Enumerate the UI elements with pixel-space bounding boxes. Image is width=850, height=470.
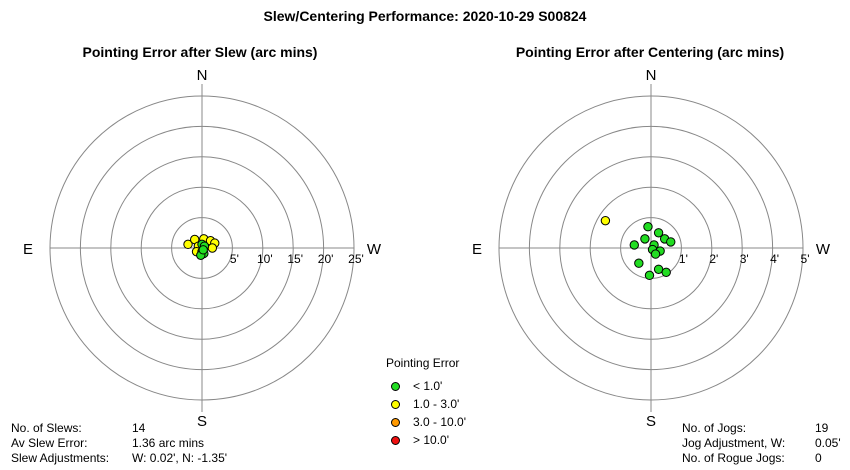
centering-chart-title: Pointing Error after Centering (arc mins… <box>515 44 785 60</box>
centering-ring-label-5: 5' <box>801 252 810 266</box>
centering-direction-w: W <box>816 241 831 258</box>
av-slew-error-value: 1.36 arc mins <box>132 436 205 450</box>
slew-ring-label-5: 25' <box>348 252 364 266</box>
slew-ring-label-4: 20' <box>318 252 334 266</box>
legend-label-orange: 3.0 - 10.0' <box>413 415 466 429</box>
centering-ring-label-2: 2' <box>709 252 718 266</box>
centering-point-2 <box>643 222 653 232</box>
jog-adjustment-row: Jog Adjustment, W: 0.05' <box>682 436 841 451</box>
centering-point-11 <box>650 249 661 259</box>
av-slew-error-label: Av Slew Error: <box>11 436 88 450</box>
jog-adjustment-label: Jog Adjustment, W: <box>682 436 786 450</box>
centering-direction-e: E <box>472 241 482 258</box>
slew-ring-label-1: 5' <box>230 252 239 266</box>
legend-label-yellow: 1.0 - 3.0' <box>413 397 460 411</box>
slew-point-6 <box>207 243 218 253</box>
slew-direction-n: N <box>197 67 208 84</box>
centering-point-14 <box>661 267 671 278</box>
legend-item-yellow: 1.0 - 3.0' <box>391 395 466 413</box>
slews-count-value: 14 <box>132 421 146 435</box>
centering-ring-label-3: 3' <box>740 252 749 266</box>
slew-chart-title: Pointing Error after Slew (arc mins) <box>82 44 318 60</box>
centering-point-3 <box>640 234 650 244</box>
legend-item-orange: 3.0 - 10.0' <box>391 413 466 431</box>
centering-point-4 <box>629 240 639 250</box>
slew-direction-e: E <box>23 241 33 258</box>
slew-adjustments-label: Slew Adjustments: <box>11 451 110 465</box>
slew-adjustments-row: Slew Adjustments: W: 0.02', N: -1.35' <box>11 451 227 466</box>
jog-stats: No. of Jogs: 19 Jog Adjustment, W: 0.05'… <box>682 421 841 466</box>
legend-dot-yellow <box>391 399 400 409</box>
jogs-count-value: 19 <box>815 421 829 435</box>
centering-point-7 <box>666 237 676 247</box>
slew-stats: No. of Slews: 14 Av Slew Error: 1.36 arc… <box>11 421 227 466</box>
slew-point-14 <box>198 245 208 255</box>
centering-point-5 <box>653 228 664 238</box>
legend-dot-green <box>391 381 400 391</box>
centering-ring-label-4: 4' <box>770 252 779 266</box>
slew-direction-w: W <box>367 241 382 258</box>
legend-item-red: > 10.0' <box>391 431 466 449</box>
jogs-count-row: No. of Jogs: 19 <box>682 421 841 436</box>
legend-dot-orange <box>391 417 400 427</box>
centering-point-1 <box>600 215 611 226</box>
legend-label-red: > 10.0' <box>413 433 449 447</box>
av-slew-error-row: Av Slew Error: 1.36 arc mins <box>11 436 227 451</box>
jogs-count-label: No. of Jogs: <box>682 421 747 435</box>
jog-adjustment-value: 0.05' <box>815 436 841 450</box>
legend-title: Pointing Error <box>386 356 460 370</box>
centering-point-12 <box>634 258 644 268</box>
centering-direction-s: S <box>646 413 656 430</box>
slew-direction-s: S <box>197 413 207 430</box>
slew-point-1 <box>183 239 193 250</box>
rogue-jogs-row: No. of Rogue Jogs: 0 <box>682 451 841 466</box>
legend-label-green: < 1.0' <box>413 379 443 393</box>
rogue-jogs-value: 0 <box>815 451 822 465</box>
slew-ring-label-3: 15' <box>287 252 303 266</box>
rogue-jogs-label: No. of Rogue Jogs: <box>682 451 785 465</box>
slews-count-row: No. of Slews: 14 <box>11 421 227 436</box>
slew-ring-label-2: 10' <box>257 252 273 266</box>
slew-adjustments-value: W: 0.02', N: -1.35' <box>132 451 228 465</box>
slews-count-label: No. of Slews: <box>11 421 82 435</box>
centering-direction-n: N <box>646 67 657 84</box>
legend-item-green: < 1.0' <box>391 377 466 395</box>
legend-dot-red <box>391 435 400 445</box>
page-title: Slew/Centering Performance: 2020-10-29 S… <box>263 8 587 24</box>
centering-point-15 <box>644 270 655 281</box>
legend: Pointing Error < 1.0' 1.0 - 3.0' 3.0 - 1… <box>386 356 466 449</box>
centering-ring-label-1: 1' <box>679 252 688 266</box>
